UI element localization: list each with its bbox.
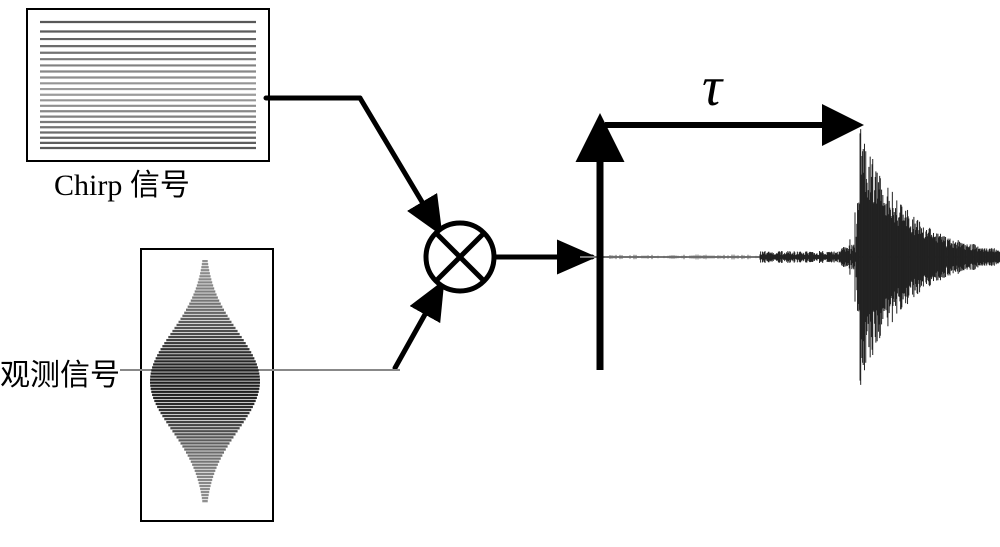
- arrow-chirp-to-mixer: [360, 98, 440, 232]
- diagram-svg: [0, 0, 1000, 547]
- observation-waveform: [150, 260, 260, 502]
- diagram-canvas: Chirp 信号 观测信号 τ: [0, 0, 1000, 547]
- arrow-observation-to-mixer: [395, 284, 442, 368]
